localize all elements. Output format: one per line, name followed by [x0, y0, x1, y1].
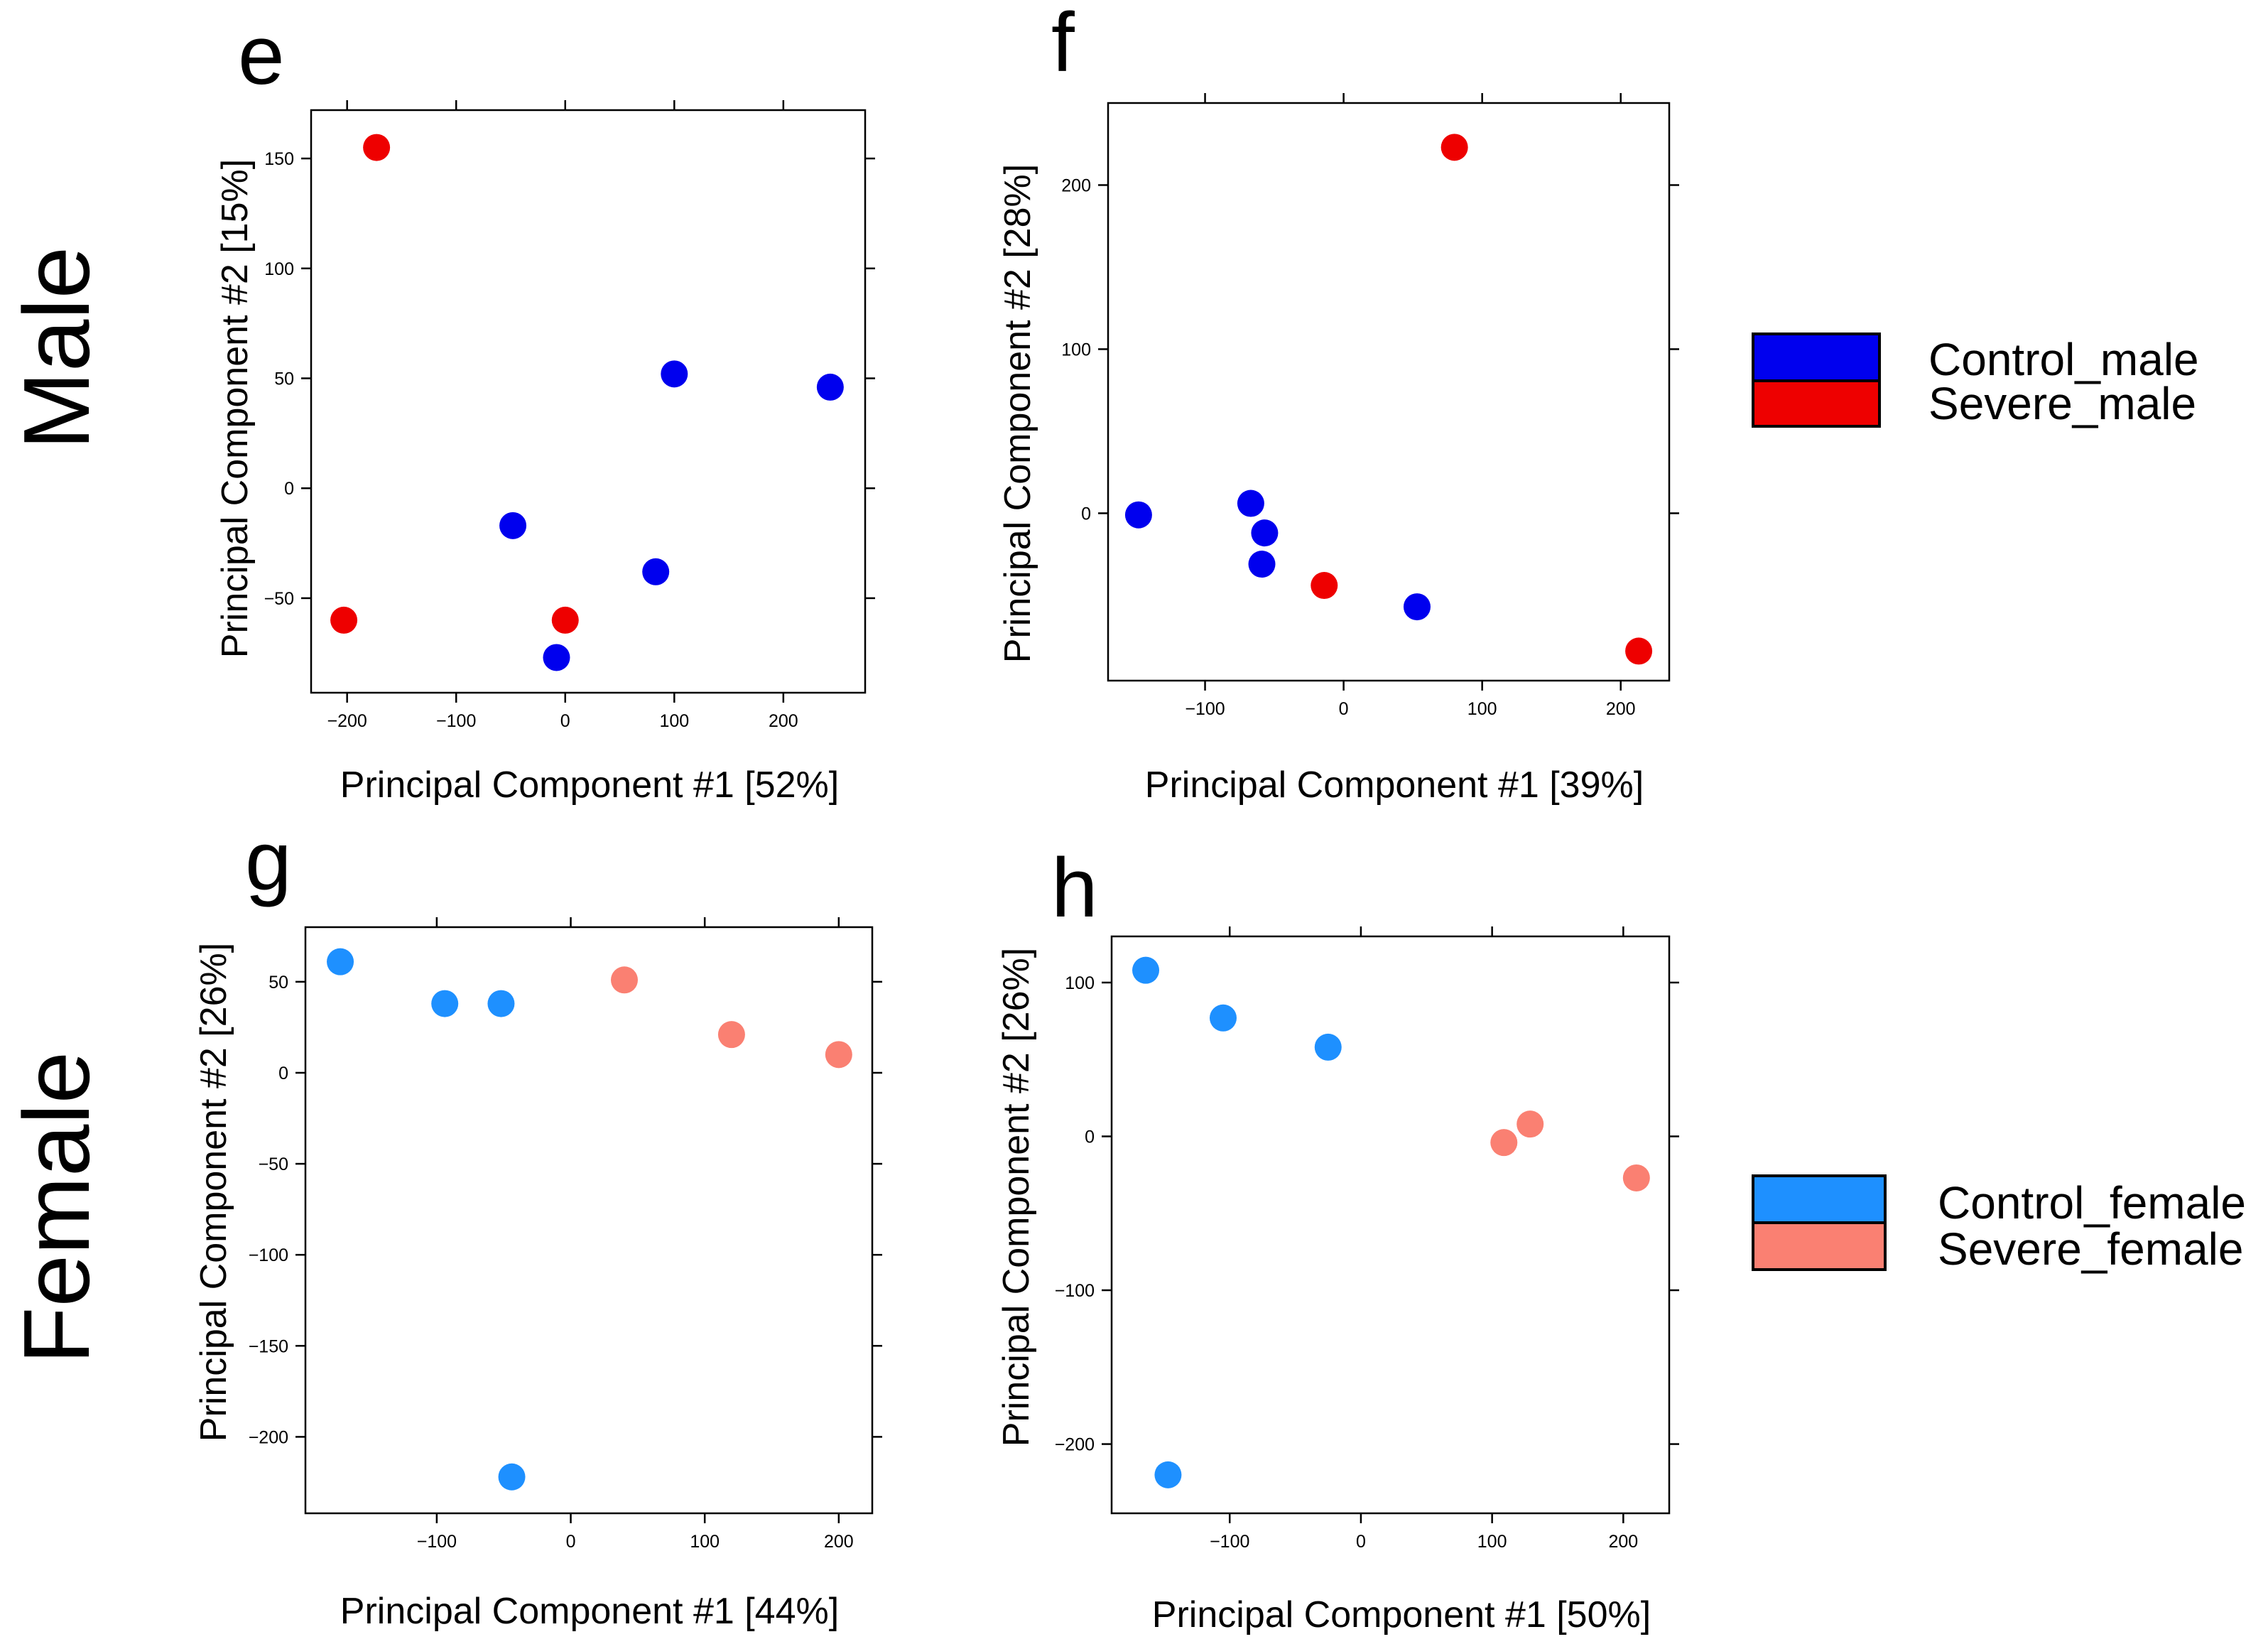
x-tick-label: 0	[1356, 1532, 1366, 1552]
y-tick-label: 100	[1061, 340, 1091, 359]
x-tick-label: 100	[1467, 699, 1497, 719]
x-axis-title-g: Principal Component #1 [44%]	[340, 1591, 839, 1632]
panel-letter-f: f	[1051, 0, 1075, 90]
x-axis-title-e: Principal Component #1 [52%]	[340, 764, 839, 806]
data-point-control-male	[642, 558, 670, 585]
panel-f: f Principal Component #1 [39%] Principal…	[997, 0, 1679, 806]
plot-frame-g	[304, 926, 874, 1515]
panel-letter-e: e	[238, 9, 285, 102]
data-point-severe-female	[1622, 1164, 1650, 1191]
data-point-control-male	[499, 512, 527, 539]
x-tick-label: −100	[417, 1532, 457, 1552]
legend-swatch-severe-female	[1752, 1221, 1887, 1271]
x-tick-label: −100	[1185, 699, 1225, 719]
data-point-control-male	[816, 373, 844, 401]
panel-e: e Principal Component #1 [52%] Principal…	[215, 9, 875, 806]
y-tick-label: −50	[259, 1155, 288, 1174]
data-point-severe-male	[363, 134, 391, 161]
panel-g: g Principal Component #1 [44%] Principal…	[193, 814, 882, 1632]
x-axis-title-f: Principal Component #1 [39%]	[1145, 764, 1644, 806]
data-point-severe-male	[1440, 134, 1468, 161]
data-point-control-male	[543, 644, 570, 671]
x-tick-label: 200	[1608, 1532, 1638, 1552]
data-point-control-female	[431, 990, 459, 1017]
data-point-control-female	[1132, 956, 1160, 984]
panel-letter-g: g	[245, 814, 292, 908]
x-tick-label: 200	[769, 711, 798, 731]
y-tick-label: 150	[264, 149, 294, 169]
y-tick-label: −200	[1055, 1435, 1095, 1455]
y-axis-title-h: Principal Component #2 [26%]	[996, 948, 1037, 1447]
data-point-severe-female	[1516, 1110, 1544, 1138]
x-tick-label: 100	[690, 1532, 720, 1552]
x-tick-label: −200	[327, 711, 367, 731]
data-point-control-male	[1237, 490, 1264, 517]
y-tick-label: 0	[1085, 1127, 1095, 1147]
x-tick-label: 200	[824, 1532, 854, 1552]
data-point-severe-male	[330, 606, 358, 634]
y-tick-label: −150	[249, 1336, 288, 1356]
x-tick-label: −100	[1210, 1532, 1249, 1552]
data-point-control-female	[1154, 1461, 1182, 1488]
panel-h: h Principal Component #1 [50%] Principal…	[996, 841, 1679, 1636]
y-axis-title-f: Principal Component #2 [28%]	[997, 164, 1038, 663]
y-tick-label: 50	[274, 369, 294, 389]
legend-swatch-control-male	[1752, 332, 1881, 382]
y-axis-title-e: Principal Component #2 [15%]	[215, 159, 256, 658]
legend-label-control-female: Control_female	[1938, 1177, 2246, 1228]
legend-swatch-severe-male	[1752, 379, 1881, 428]
y-tick-label: 100	[264, 259, 294, 279]
x-tick-label: 200	[1606, 699, 1636, 719]
data-point-control-female	[1210, 1004, 1237, 1032]
y-tick-label: 100	[1065, 973, 1095, 993]
y-tick-label: −50	[264, 589, 294, 609]
legend-female: Control_female Severe_female	[1752, 1174, 2246, 1275]
legend-label-control-male: Control_male	[1928, 334, 2199, 385]
legend-swatch-control-female	[1752, 1174, 1887, 1224]
x-tick-label: 100	[659, 711, 689, 731]
row-label-female: Female	[4, 1051, 109, 1364]
x-tick-label: −100	[436, 711, 476, 731]
plot-frame-f	[1107, 102, 1671, 682]
y-tick-label: 0	[1081, 504, 1091, 524]
data-point-severe-male	[1625, 637, 1653, 665]
y-tick-label: −200	[249, 1427, 288, 1447]
row-label-male: Male	[4, 247, 109, 450]
plot-frame-e	[310, 109, 867, 694]
data-point-control-female	[498, 1463, 526, 1491]
data-point-control-male	[1403, 593, 1431, 621]
data-point-control-male	[661, 360, 688, 388]
data-point-control-female	[487, 990, 515, 1017]
data-point-control-male	[1251, 519, 1279, 547]
data-point-severe-male	[1311, 572, 1338, 600]
x-tick-label: 0	[566, 1532, 576, 1552]
y-tick-label: 50	[268, 973, 288, 993]
x-tick-label: 0	[1339, 699, 1349, 719]
data-point-severe-female	[1490, 1129, 1518, 1157]
data-point-control-male	[1124, 501, 1152, 529]
data-point-severe-female	[717, 1021, 745, 1049]
legend-label-severe-female: Severe_female	[1938, 1223, 2243, 1275]
data-point-severe-female	[825, 1041, 852, 1069]
data-point-control-female	[1314, 1033, 1342, 1061]
y-tick-label: −100	[249, 1245, 288, 1265]
y-tick-label: 0	[284, 479, 294, 499]
data-point-control-male	[1248, 551, 1276, 578]
data-point-severe-female	[610, 966, 638, 994]
y-axis-title-g: Principal Component #2 [26%]	[193, 943, 234, 1442]
data-point-severe-male	[551, 606, 579, 634]
y-tick-label: 200	[1061, 175, 1091, 195]
data-point-control-female	[327, 948, 354, 975]
legend-male: Control_male Severe_male	[1752, 332, 2199, 429]
x-axis-title-h: Principal Component #1 [50%]	[1152, 1594, 1651, 1636]
plot-frame-h	[1110, 935, 1671, 1515]
y-tick-label: −100	[1055, 1281, 1095, 1301]
legend-label-severe-male: Severe_male	[1928, 378, 2196, 429]
y-tick-label: 0	[278, 1064, 288, 1083]
x-tick-label: 0	[560, 711, 570, 731]
x-tick-label: 100	[1477, 1532, 1507, 1552]
panel-letter-h: h	[1051, 841, 1098, 935]
